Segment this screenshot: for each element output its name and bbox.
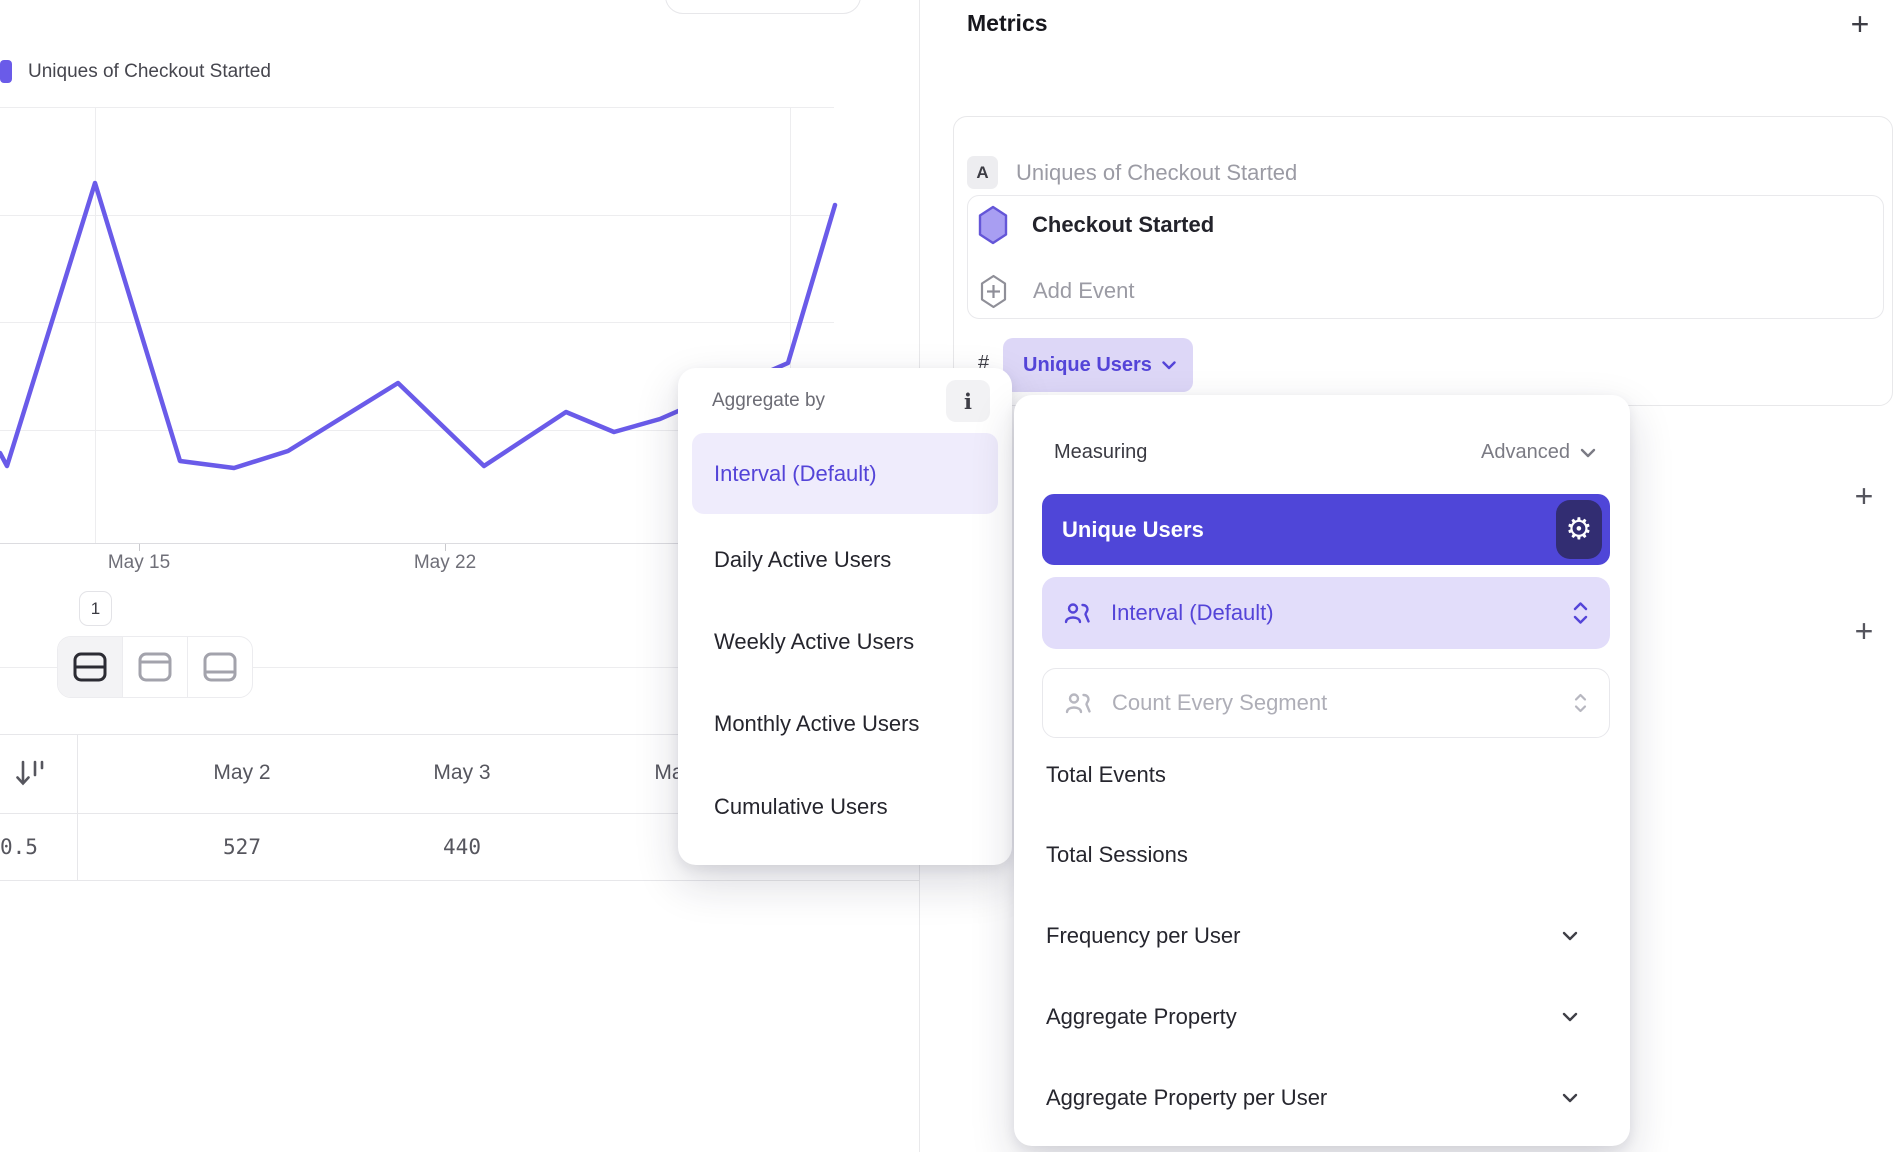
- table-column-separator: [77, 734, 78, 880]
- table-bottom-border: [0, 880, 919, 881]
- counting-method-label: Unique Users: [1023, 353, 1152, 376]
- table-header-may3[interactable]: May 3: [433, 761, 491, 784]
- info-icon: i: [964, 388, 972, 414]
- measuring-option-total-sessions[interactable]: Total Sessions: [1046, 833, 1598, 877]
- x-label-may22: May 22: [413, 552, 477, 573]
- selected-measure-label: Unique Users: [1062, 516, 1204, 542]
- measuring-option-aggregate-property[interactable]: Aggregate Property: [1046, 995, 1598, 1039]
- metric-letter-badge: A: [967, 156, 998, 189]
- gridline-h1: [0, 107, 834, 108]
- x-label-may15: May 15: [107, 552, 171, 573]
- measuring-option-aggregate-property-per-user[interactable]: Aggregate Property per User: [1046, 1076, 1598, 1120]
- gridline-h4: [0, 430, 834, 431]
- gridline-v2: [790, 107, 791, 543]
- add-filter-button-2[interactable]: +: [1854, 613, 1874, 649]
- event-name: Checkout Started: [1032, 212, 1215, 237]
- sort-descending-icon: [16, 760, 44, 786]
- bottom-band-icon: [203, 652, 237, 682]
- table-header-may2[interactable]: May 2: [213, 761, 271, 784]
- segment-row-label: Count Every Segment: [1112, 690, 1328, 715]
- menu-item-label: Interval (Default): [714, 460, 877, 486]
- advanced-label: Advanced: [1481, 441, 1570, 463]
- menu-item-cumulative-users[interactable]: Cumulative Users: [714, 785, 888, 829]
- metric-title-input[interactable]: Uniques of Checkout Started: [1016, 160, 1298, 185]
- menu-item-label: Daily Active Users: [714, 547, 892, 572]
- event-list-card: [967, 195, 1884, 319]
- users-icon: [1064, 603, 1090, 624]
- table-header-divider: [0, 813, 919, 814]
- layout-segmented-control: [57, 636, 253, 698]
- measuring-option-label: Aggregate Property: [1046, 1004, 1237, 1029]
- menu-item-daily-active-users[interactable]: Daily Active Users: [714, 538, 891, 582]
- info-button[interactable]: i: [946, 380, 990, 422]
- sort-rows-button[interactable]: [10, 753, 50, 793]
- menu-item-interval-default[interactable]: Interval (Default): [692, 433, 998, 514]
- top-band-icon: [138, 652, 172, 682]
- layout-split-button[interactable]: [58, 637, 122, 697]
- chevron-down-icon: [1562, 931, 1578, 941]
- layout-table-only-button[interactable]: [187, 637, 252, 697]
- x-axis-line: [0, 543, 834, 544]
- event-hexagon-icon: [978, 205, 1008, 245]
- gridline-h2: [0, 215, 834, 216]
- menu-item-label: Weekly Active Users: [714, 629, 915, 654]
- layout-chart-only-button[interactable]: [122, 637, 187, 697]
- aggregate-by-popup: Aggregate by i Interval (Default) Daily …: [678, 368, 1012, 865]
- measuring-option-total-events[interactable]: Total Events: [1046, 753, 1598, 797]
- measuring-label: Measuring: [1054, 441, 1148, 463]
- measuring-option-label: Aggregate Property per User: [1046, 1085, 1328, 1110]
- legend-swatch: [0, 60, 12, 83]
- segment-row-count-every-segment[interactable]: Count Every Segment: [1042, 668, 1610, 738]
- x-tick-may15: [139, 544, 140, 551]
- segment-row-interval[interactable]: Interval (Default): [1042, 577, 1610, 649]
- advanced-toggle[interactable]: Advanced: [1481, 441, 1596, 464]
- chevron-down-icon: [1580, 448, 1596, 457]
- measuring-option-unique-users[interactable]: Unique Users ⚙: [1042, 494, 1610, 565]
- table-top-border: [0, 734, 919, 735]
- up-down-chevrons-icon: [1574, 693, 1587, 713]
- table-value-may2: 527: [223, 835, 261, 859]
- measuring-option-frequency-per-user[interactable]: Frequency per User: [1046, 914, 1598, 958]
- measuring-option-label: Total Sessions: [1046, 842, 1188, 867]
- x-tick-may22: [445, 544, 446, 551]
- users-icon: [1065, 693, 1091, 714]
- chevron-down-icon: [1562, 1093, 1578, 1103]
- add-event-label: Add Event: [1033, 278, 1135, 303]
- gear-icon: ⚙: [1565, 512, 1593, 547]
- chevron-down-icon: [1562, 1012, 1578, 1022]
- menu-item-weekly-active-users[interactable]: Weekly Active Users: [714, 620, 914, 664]
- measuring-popup: Measuring Advanced Unique Users ⚙ Interv…: [1014, 395, 1630, 1146]
- menu-item-label: Cumulative Users: [714, 794, 888, 819]
- section-divider: [0, 667, 919, 668]
- split-horizontal-icon: [73, 652, 107, 682]
- measure-settings-button[interactable]: ⚙: [1556, 500, 1602, 559]
- add-event-row[interactable]: Add Event: [980, 272, 1840, 310]
- uniques-line: [0, 180, 838, 471]
- add-event-hexagon-icon: [980, 274, 1007, 308]
- gridline-h3: [0, 322, 834, 323]
- event-row-checkout-started[interactable]: Checkout Started: [978, 204, 1838, 246]
- measuring-option-label: Frequency per User: [1046, 923, 1241, 948]
- counting-method-symbol: #: [978, 352, 990, 374]
- gridline-v1: [95, 107, 96, 543]
- legend-label: Uniques of Checkout Started: [28, 61, 271, 82]
- counting-method-chip[interactable]: Unique Users: [1003, 338, 1193, 392]
- chevron-down-icon: [1162, 360, 1176, 369]
- table-row-label-partial: 0.5: [0, 835, 38, 859]
- table-value-may3: 440: [443, 835, 481, 859]
- line-chart: [0, 180, 838, 471]
- add-filter-button-1[interactable]: +: [1854, 478, 1874, 514]
- aggregate-by-label: Aggregate by: [712, 390, 826, 411]
- menu-item-monthly-active-users[interactable]: Monthly Active Users: [714, 702, 919, 746]
- menu-item-label: Monthly Active Users: [714, 711, 920, 736]
- measuring-option-label: Total Events: [1046, 762, 1166, 787]
- series-count-badge[interactable]: 1: [79, 591, 112, 626]
- metrics-panel-title: Metrics: [967, 10, 1048, 36]
- segment-row-label: Interval (Default): [1111, 600, 1274, 625]
- up-down-chevrons-icon: [1573, 602, 1588, 624]
- add-metric-button[interactable]: +: [1850, 6, 1870, 42]
